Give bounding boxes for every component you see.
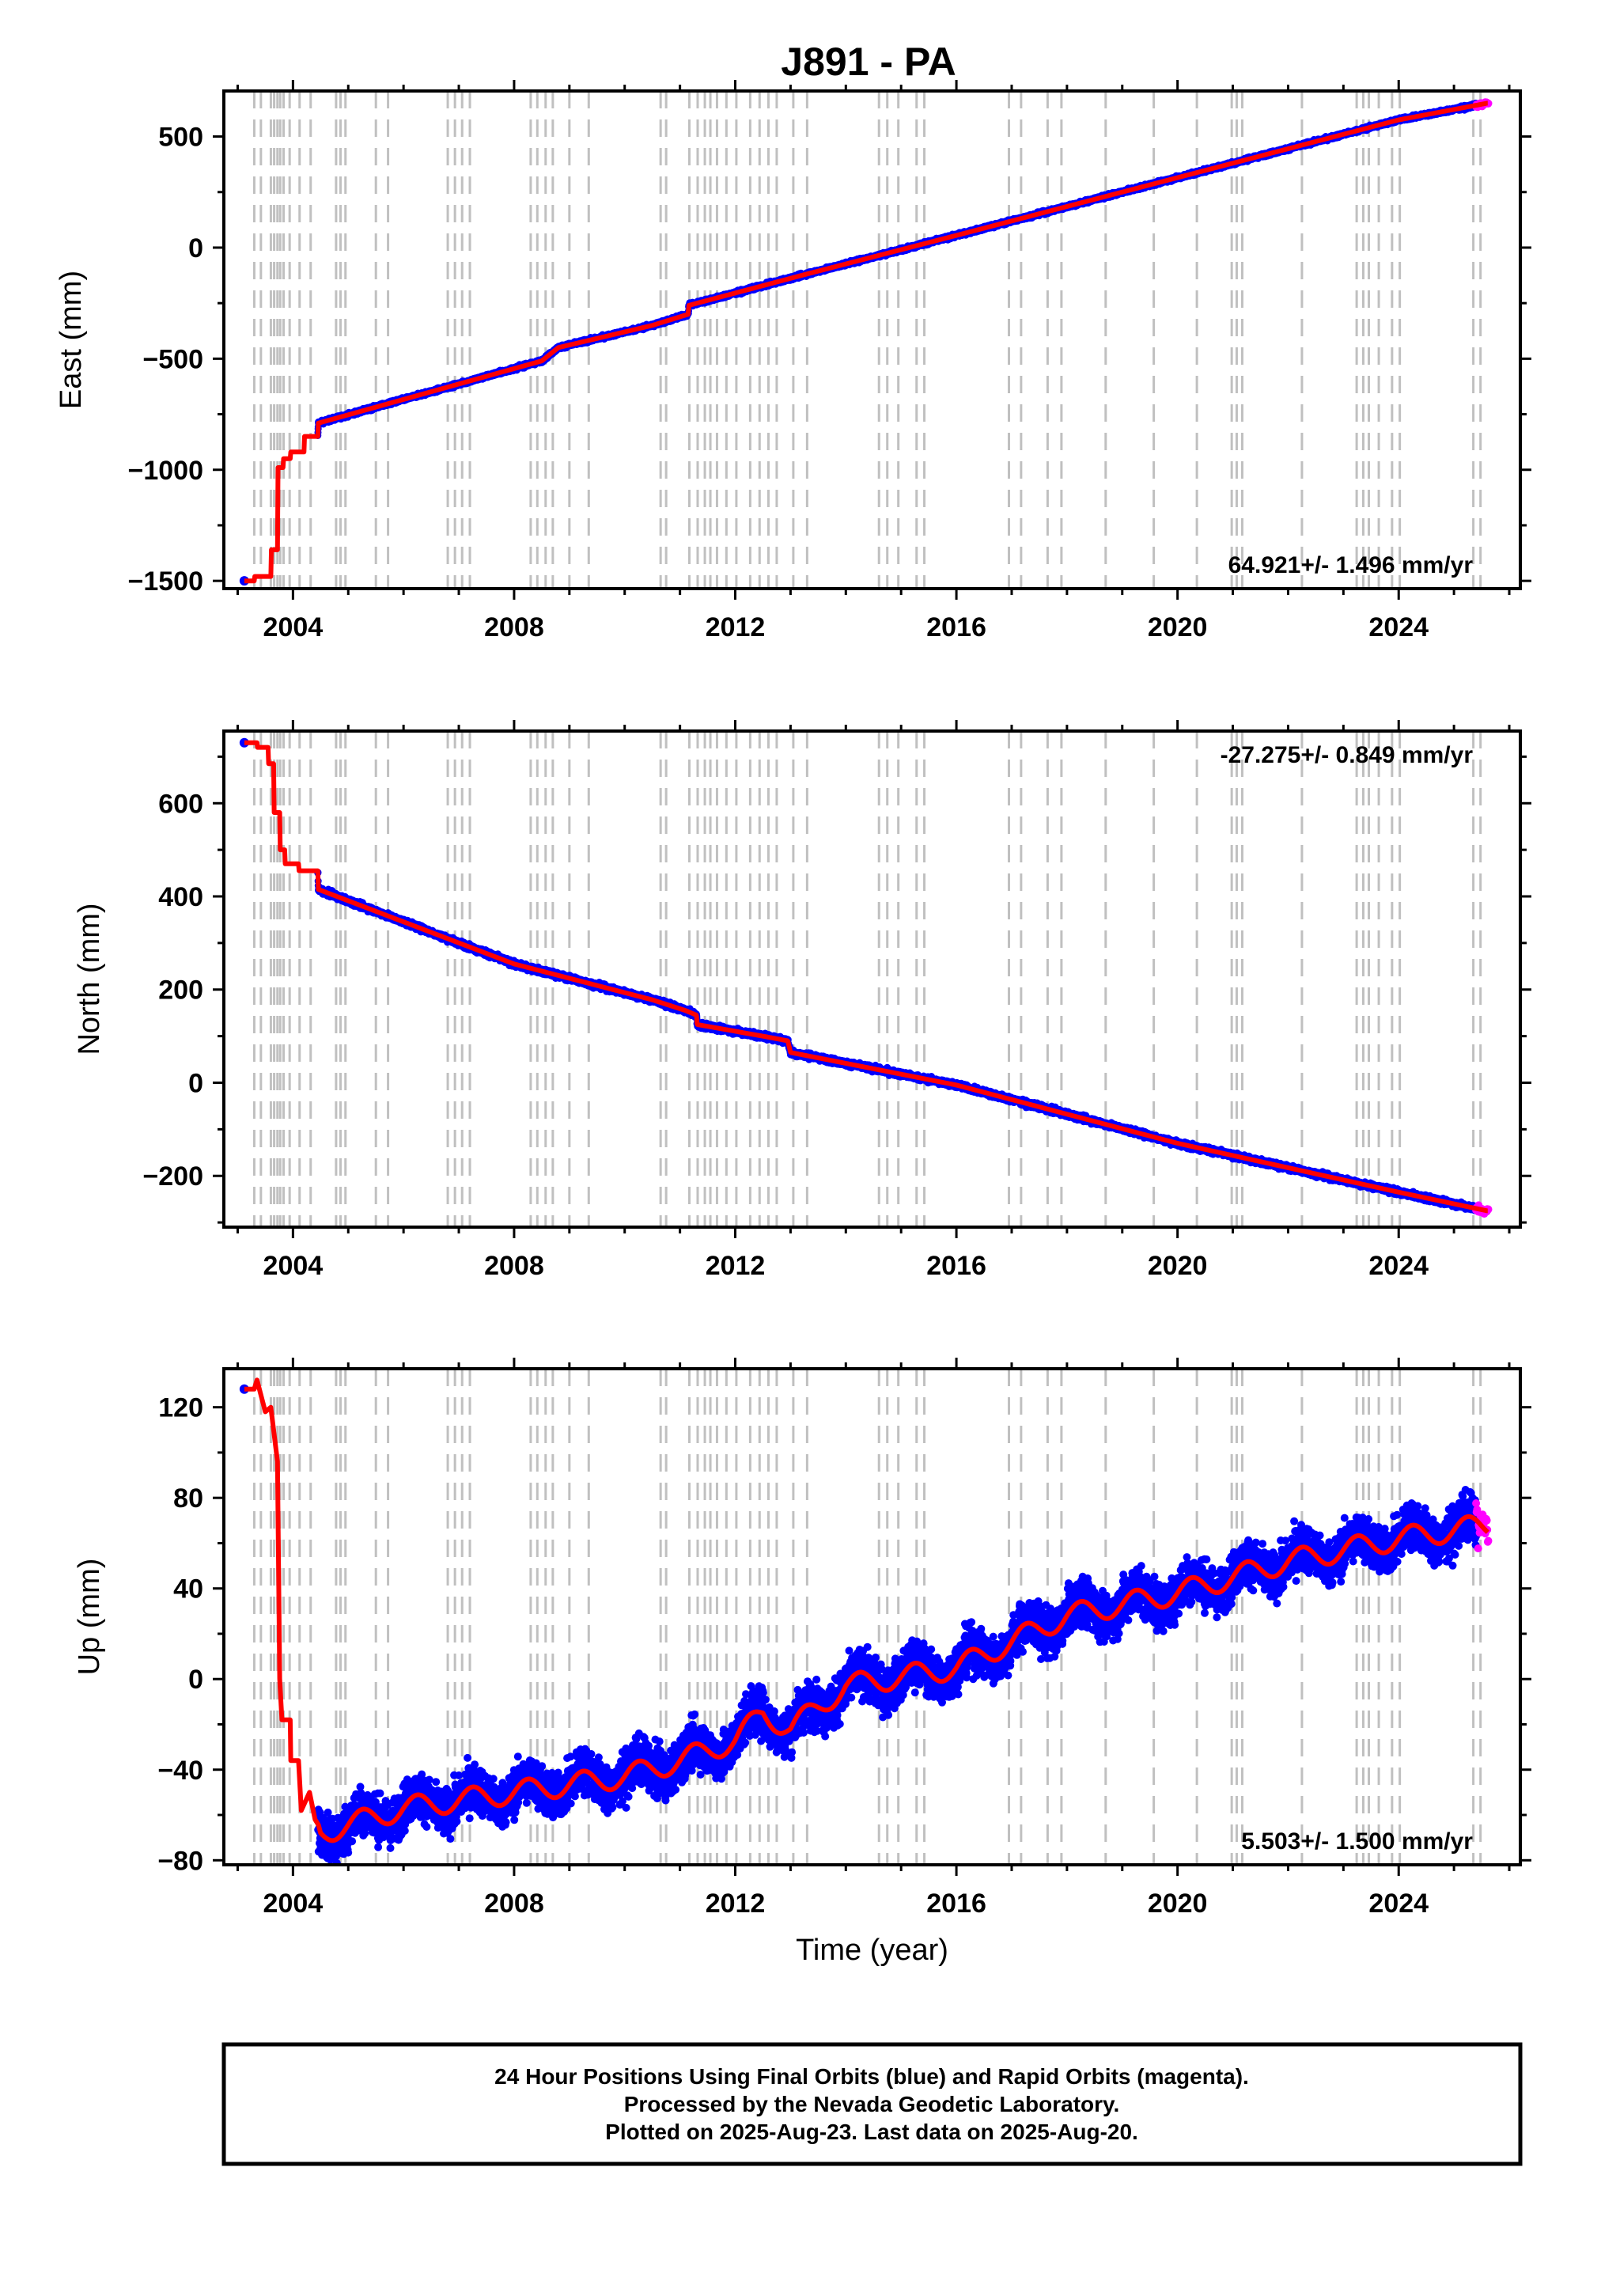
chart-title: J891 - PA [781,40,956,84]
final-orbit-points [239,99,1480,586]
step-lines [252,91,1482,589]
east-panel: 2004 2008 2012 2016 2020 2024−1500−1000−50005… [55,80,1531,642]
